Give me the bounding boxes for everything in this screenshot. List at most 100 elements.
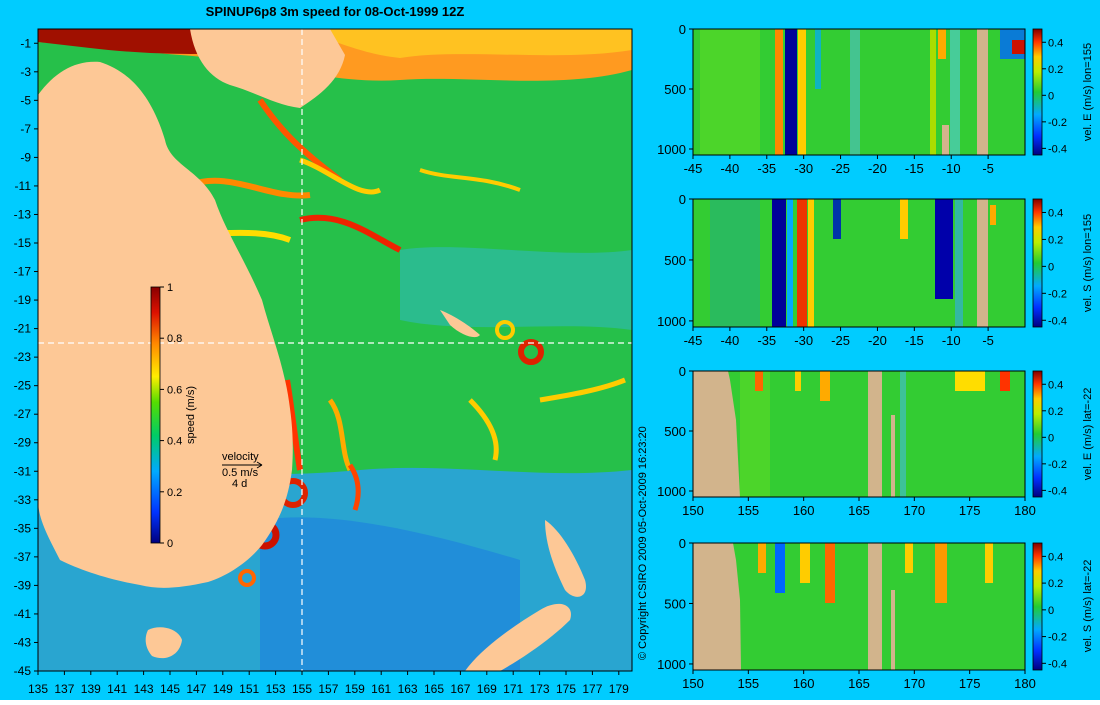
lat-tick-label: -1 bbox=[20, 36, 31, 50]
section-x-tick-label: -35 bbox=[757, 161, 776, 176]
speed-band-yellow bbox=[330, 29, 632, 58]
lon-tick-label: 155 bbox=[292, 682, 312, 696]
section-feature bbox=[935, 543, 947, 603]
section-x-tick-label: -35 bbox=[757, 333, 776, 348]
section-feature bbox=[775, 543, 785, 593]
section-x-tick-label: 150 bbox=[682, 676, 704, 691]
new-guinea-landmass bbox=[190, 29, 345, 108]
lat-tick-label: -23 bbox=[14, 350, 32, 364]
section-feature bbox=[800, 543, 810, 583]
section-feature bbox=[710, 199, 760, 327]
section-panel-lat22-south: 150 155 160 165 170 175 180 0 500 1000 0.4 0.2 0 -0… bbox=[657, 536, 1094, 691]
jet-feature bbox=[539, 377, 626, 403]
section-y-tick-label: 1000 bbox=[657, 142, 686, 157]
lat-tick-label: -37 bbox=[14, 550, 32, 564]
section-x-tick-label: -15 bbox=[905, 161, 924, 176]
speed-colorbar: 1 0.8 0.6 0.4 0.2 0 speed (m/s) bbox=[150, 282, 197, 550]
section-colorbar-tick-label: -0.2 bbox=[1048, 459, 1067, 471]
section-y-ticks: 0 500 1000 bbox=[657, 192, 693, 329]
section-label: vel. S (m/s) lat=-22 bbox=[1082, 560, 1094, 653]
lat-tick-label: -17 bbox=[14, 265, 32, 279]
lat-tick-label: -41 bbox=[14, 607, 32, 621]
section-x-tick-label: 180 bbox=[1014, 503, 1036, 518]
speed-colorbar-gradient bbox=[150, 286, 161, 544]
speed-colorbar-tick-label: 0 bbox=[167, 538, 173, 550]
lat-tick-label: -9 bbox=[20, 150, 31, 164]
section-colorbar-tick-label: -0.4 bbox=[1048, 485, 1067, 497]
section-colorbar-ticks: 0.4 0.2 0 -0.2 -0.4 bbox=[1042, 551, 1067, 670]
section-x-tick-label: 180 bbox=[1014, 676, 1036, 691]
lat-tick-label: -31 bbox=[14, 464, 32, 478]
lon-tick-label: 157 bbox=[318, 682, 338, 696]
lon-tick-label: 151 bbox=[239, 682, 259, 696]
section-colorbar-tick-label: 0.4 bbox=[1048, 551, 1063, 563]
section-feature bbox=[820, 371, 830, 401]
section-x-tick-label: -30 bbox=[794, 161, 813, 176]
section-colorbar-tick-label: 0.2 bbox=[1048, 406, 1063, 418]
section-y-tick-label: 0 bbox=[679, 536, 686, 551]
section-land bbox=[868, 371, 882, 497]
map-frame bbox=[37, 28, 633, 672]
jet-feature bbox=[419, 168, 521, 192]
section-y-tick-label: 1000 bbox=[657, 657, 686, 672]
speed-colorbar-tick-label: 1 bbox=[167, 282, 173, 294]
section-x-tick-label: -30 bbox=[794, 333, 813, 348]
section-colorbar-ticks: 0.4 0.2 0 -0.2 -0.4 bbox=[1042, 207, 1067, 327]
section-feature bbox=[795, 371, 801, 391]
section-land bbox=[942, 125, 949, 155]
arrow-head-icon bbox=[256, 461, 263, 469]
section-x-tick-label: -25 bbox=[831, 333, 850, 348]
lon-tick-label: 175 bbox=[556, 682, 576, 696]
section-y-tick-label: 0 bbox=[679, 192, 686, 207]
section-colorbar-tick-label: -0.2 bbox=[1048, 288, 1067, 300]
lat-tick-label: -43 bbox=[14, 635, 32, 649]
section-feature bbox=[787, 199, 793, 327]
lat-tick-label: -25 bbox=[14, 379, 32, 393]
lat-tick-label: -13 bbox=[14, 207, 32, 221]
section-feature bbox=[775, 29, 783, 155]
section-feature bbox=[930, 29, 936, 155]
section-feature bbox=[797, 199, 807, 327]
section-colorbar-tick-label: 0.2 bbox=[1048, 234, 1063, 246]
lat-tick-label: -5 bbox=[20, 93, 31, 107]
lat-tick-label: -35 bbox=[14, 521, 32, 535]
lon-tick-label: 159 bbox=[345, 682, 365, 696]
section-colorbar-tick-label: 0 bbox=[1048, 261, 1054, 273]
map-lat-ticks: -1 -3 -5 -7 -9 -11 -13 -15 -17 -19 -21 -23 -25 -27 -29… bbox=[14, 36, 38, 678]
lat-tick-label: -3 bbox=[20, 65, 31, 79]
lat-tick-label: -27 bbox=[14, 407, 32, 421]
section-feature bbox=[938, 29, 946, 59]
section-colorbar-tick-label: 0.4 bbox=[1048, 37, 1063, 49]
eddy bbox=[518, 339, 544, 365]
section-y-ticks: 0 500 1000 bbox=[657, 536, 693, 672]
lon-tick-label: 153 bbox=[266, 682, 286, 696]
lon-tick-label: 177 bbox=[582, 682, 602, 696]
section-x-tick-label: 155 bbox=[737, 676, 759, 691]
lat-tick-label: -7 bbox=[20, 122, 31, 136]
very-low-speed-region bbox=[260, 517, 520, 671]
section-x-tick-label: -10 bbox=[942, 161, 961, 176]
lon-tick-label: 147 bbox=[186, 682, 206, 696]
section-x-tick-label: -10 bbox=[942, 333, 961, 348]
section-feature bbox=[950, 29, 960, 155]
lon-tick-label: 161 bbox=[371, 682, 391, 696]
lon-tick-label: 163 bbox=[398, 682, 418, 696]
lat-tick-label: -21 bbox=[14, 322, 32, 336]
eddy bbox=[238, 569, 256, 587]
lon-tick-label: 141 bbox=[107, 682, 127, 696]
velocity-legend-title: velocity bbox=[222, 451, 259, 463]
section-feature bbox=[955, 371, 985, 391]
section-feature bbox=[833, 199, 841, 239]
section-feature bbox=[700, 29, 760, 155]
section-colorbar-tick-label: 0.4 bbox=[1048, 379, 1063, 391]
section-x-tick-label: -20 bbox=[868, 333, 887, 348]
lon-tick-label: 173 bbox=[530, 682, 550, 696]
speed-colorbar-tick-label: 0.8 bbox=[167, 333, 182, 345]
section-colorbar bbox=[1032, 370, 1043, 498]
section-x-ticks: -45 -40 -35 -30 -25 -20 -15 -10 -5 bbox=[684, 155, 994, 176]
mid-speed-region bbox=[400, 247, 632, 330]
map-lon-ticks: 135 137 139 141 143 145 147 149 151 153 155 157 159 1… bbox=[28, 671, 629, 696]
section-land bbox=[977, 29, 988, 155]
